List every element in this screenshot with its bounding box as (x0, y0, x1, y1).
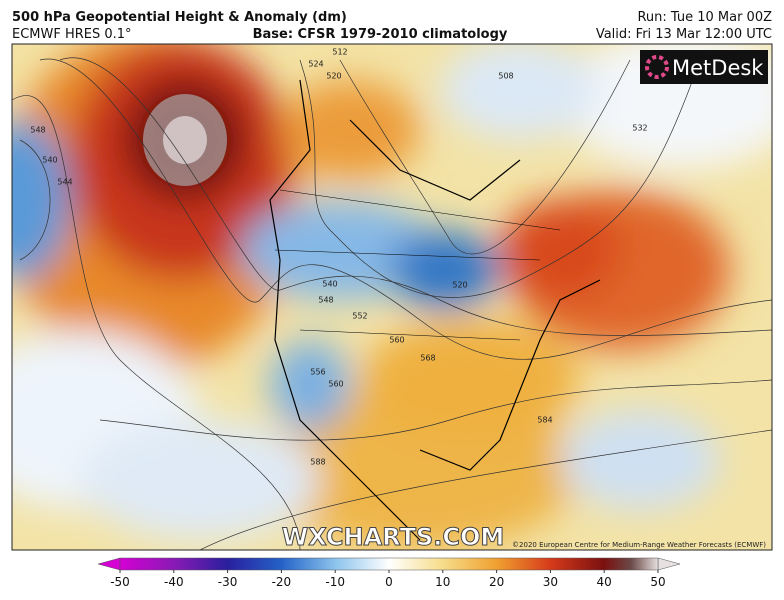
contour-label: 548 (30, 126, 45, 135)
contour-label: 560 (328, 380, 343, 389)
colorbar-tick-label: 50 (650, 575, 665, 589)
colorbar-min-arrow (97, 557, 121, 571)
contour-label: 584 (537, 416, 552, 425)
contour-label: 512 (332, 48, 347, 57)
contour-label: 540 (42, 156, 57, 165)
colorbar-tick-label: 30 (543, 575, 558, 589)
map-frame (11, 43, 773, 551)
colorbar-tick-label: 0 (385, 575, 393, 589)
contour-label: 568 (420, 354, 435, 363)
watermark: WXCHARTS.COM (282, 523, 504, 551)
title: 500 hPa Geopotential Height & Anomaly (d… (12, 10, 347, 25)
copyright: ©2020 European Centre for Medium-Range W… (512, 541, 766, 549)
contour-label: 532 (632, 124, 647, 133)
valid: Valid: Fri 13 Mar 12:00 UTC (596, 27, 772, 42)
contour-label: 544 (57, 178, 72, 187)
colorbar-tick-label: 10 (435, 575, 450, 589)
colorbar-tick-label: -30 (218, 575, 238, 589)
contour-label: 548 (318, 296, 333, 305)
logo-icon (645, 55, 669, 79)
contour-label: 560 (389, 336, 404, 345)
colorbar-tick-label: 40 (597, 575, 612, 589)
base: Base: CFSR 1979-2010 climatology (253, 27, 508, 42)
contour-label: 552 (352, 312, 367, 321)
contour-label: 524 (308, 60, 323, 69)
contour-label: 540 (322, 280, 337, 289)
contour-label: 508 (498, 72, 513, 81)
colorbar (119, 557, 659, 571)
colorbar-tick-label: 20 (489, 575, 504, 589)
contour-label: 520 (326, 72, 341, 81)
colorbar-tick-label: -10 (325, 575, 345, 589)
contour-label: 556 (310, 368, 325, 377)
contour-label: 520 (452, 281, 467, 290)
colorbar-max-arrow (657, 557, 681, 571)
map (12, 44, 772, 550)
model: ECMWF HRES 0.1° (12, 27, 132, 42)
colorbar-tick-label: -40 (164, 575, 184, 589)
run: Run: Tue 10 Mar 00Z (637, 10, 772, 25)
logo: MetDesk (672, 56, 764, 80)
colorbar-tick-label: -50 (110, 575, 130, 589)
logo-box (640, 50, 768, 84)
colorbar-tick-label: -20 (272, 575, 292, 589)
contour-label: 588 (310, 458, 325, 467)
